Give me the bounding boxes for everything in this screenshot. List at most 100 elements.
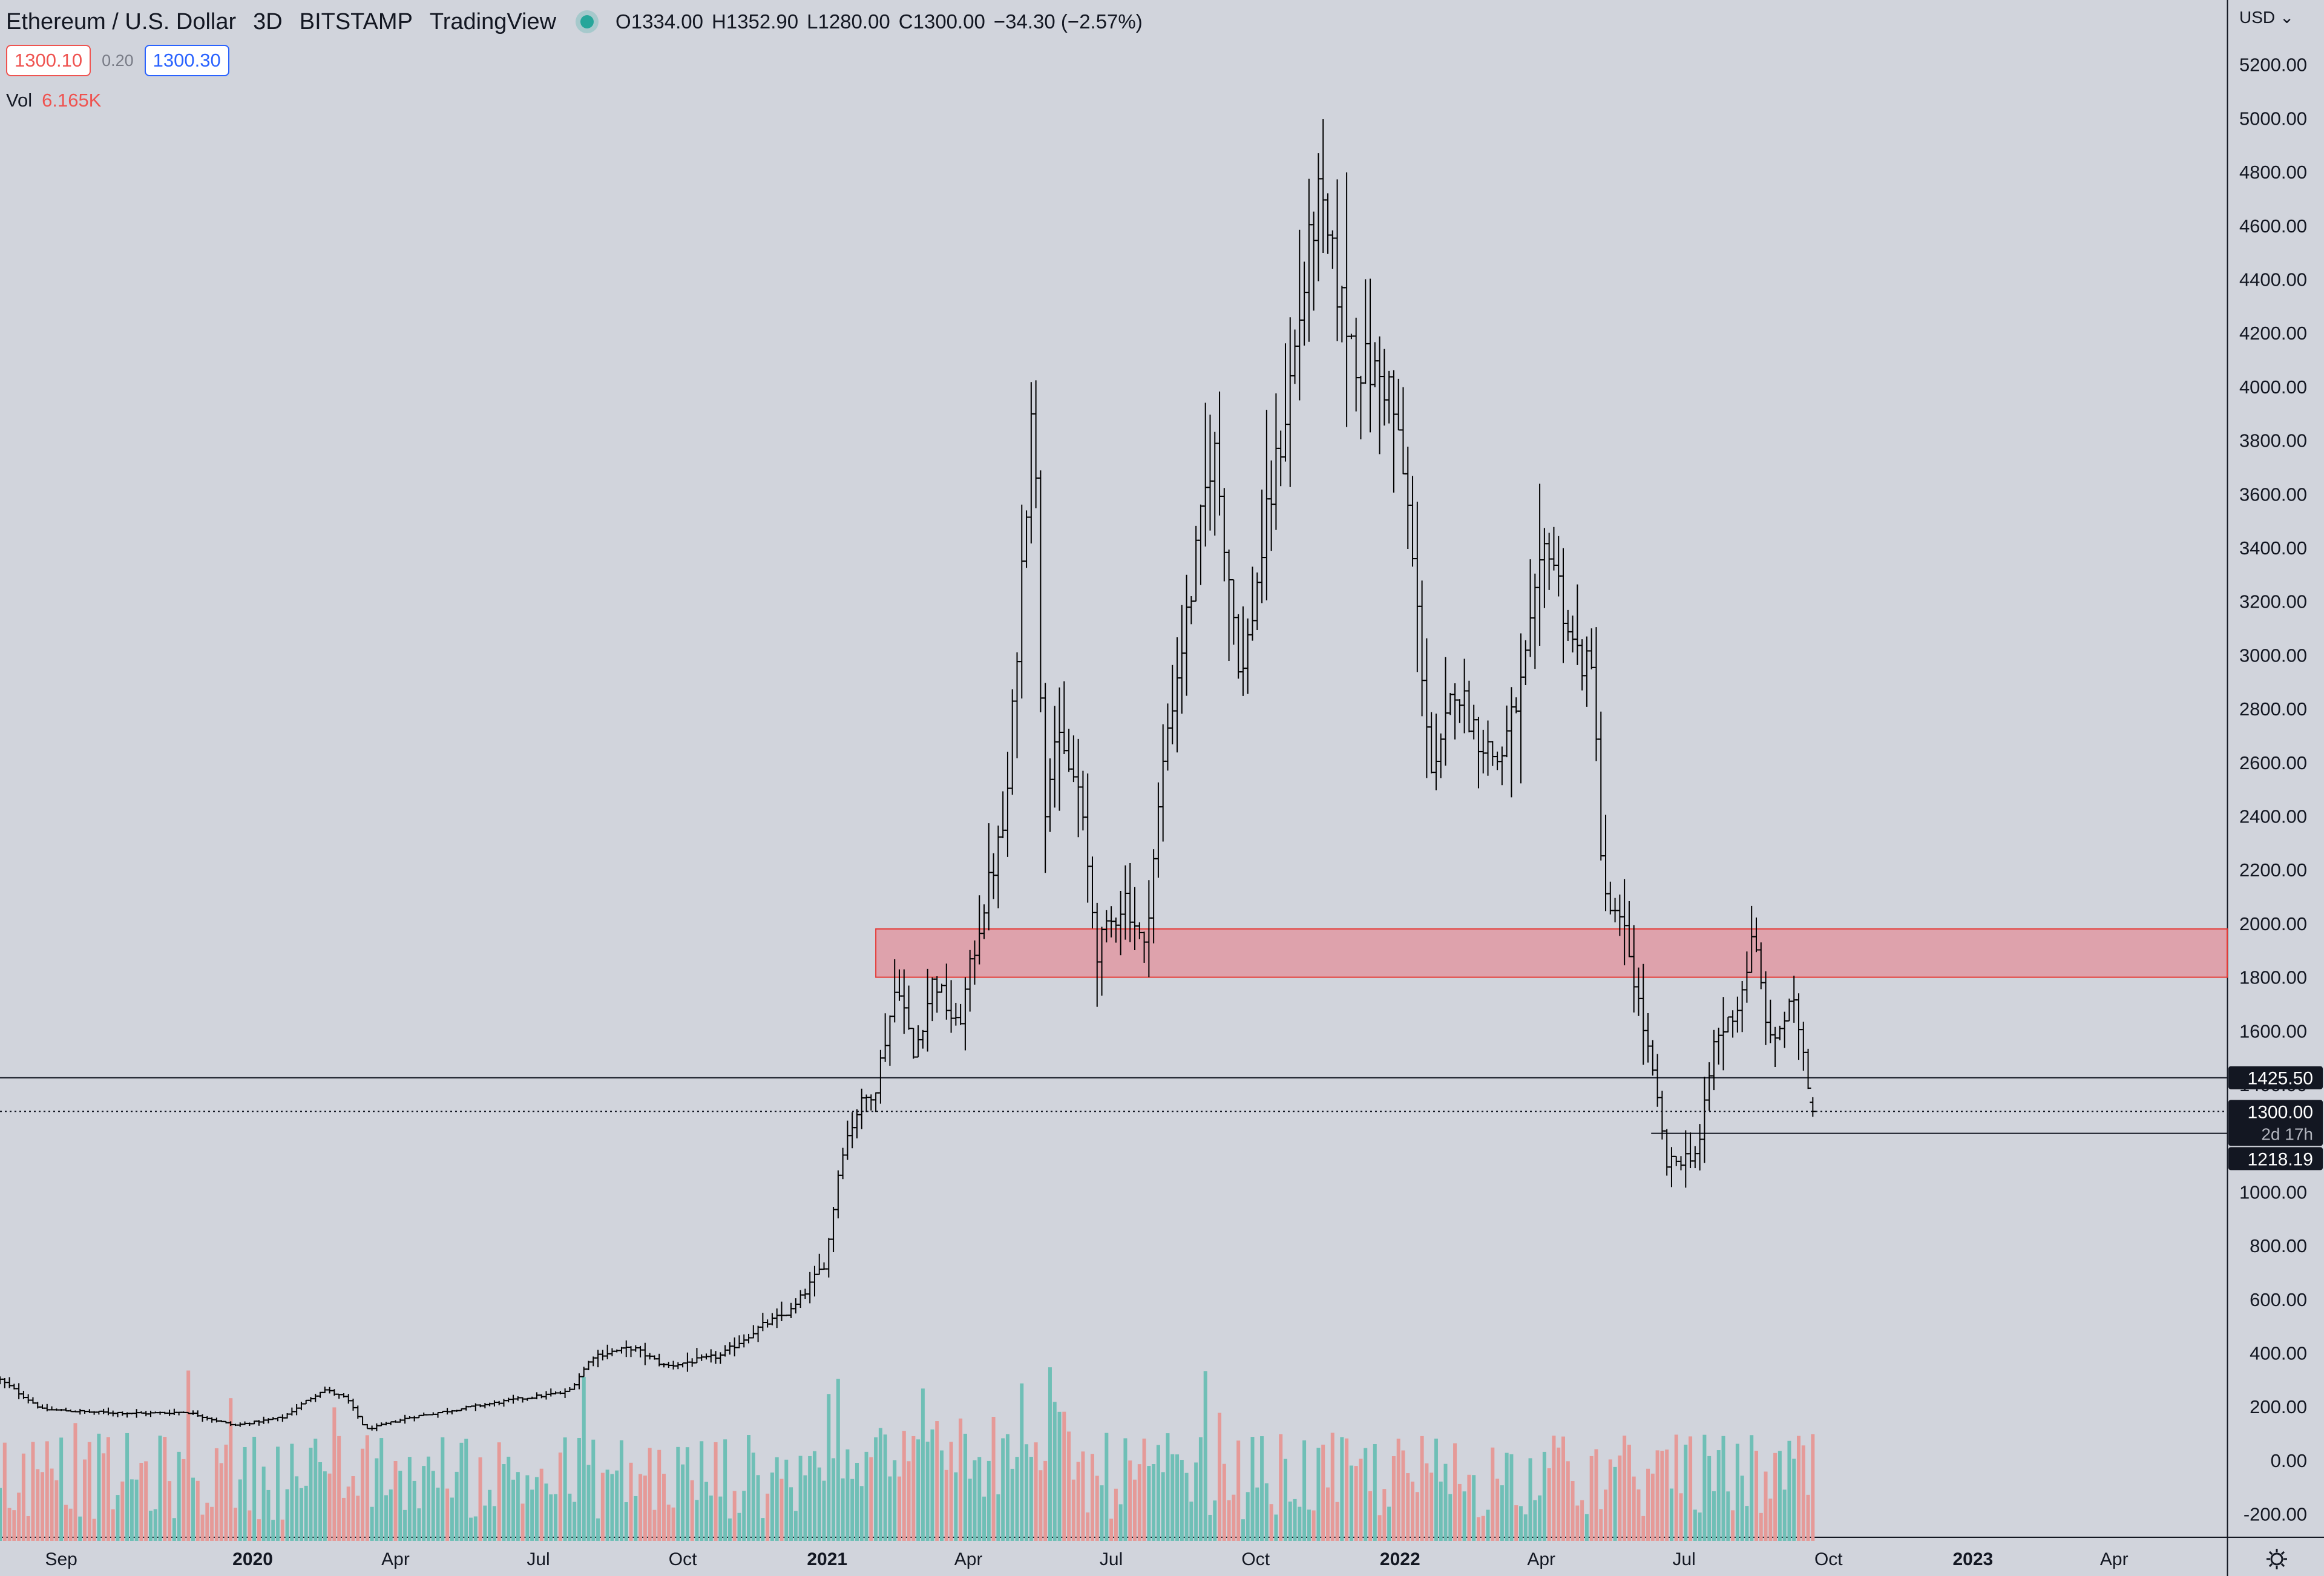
high-value: H1352.90 [712, 10, 799, 33]
ohlc-bar [816, 1253, 822, 1275]
volume-bar [1575, 1505, 1580, 1541]
volume-bar [1039, 1470, 1043, 1541]
ohlc-bar [1734, 996, 1741, 1033]
ohlc-bar [1762, 971, 1769, 1045]
volume-bar [134, 1479, 139, 1541]
ohlc-bar [373, 1423, 380, 1431]
ohlc-bar [255, 1420, 262, 1426]
gear-icon[interactable] [2267, 1549, 2287, 1569]
ohlc-bar [985, 823, 992, 931]
ohlc-bar [1725, 1016, 1732, 1033]
volume-bar [1194, 1462, 1198, 1541]
volume-bar [1401, 1450, 1405, 1541]
time-tick-label: 2023 [1952, 1549, 1993, 1569]
volume-bar [299, 1488, 303, 1541]
volume-bar [195, 1480, 200, 1541]
ohlc-bar [1089, 856, 1095, 928]
time-tick-label: Oct [669, 1549, 697, 1569]
ohlc-bar [660, 1363, 667, 1368]
ohlc-bar [741, 1334, 747, 1348]
volume-bar [742, 1491, 746, 1541]
volume-bar [1561, 1436, 1566, 1541]
volume-bar [1364, 1448, 1368, 1541]
ohlc-bar [1796, 993, 1802, 1060]
ohlc-bar [1226, 550, 1232, 662]
ohlc-bar [1249, 566, 1256, 641]
volume-bar [832, 1458, 836, 1541]
ohlc-bar [1489, 741, 1496, 766]
ohlc-bar [1329, 230, 1336, 269]
volume-bar [1142, 1438, 1146, 1541]
ohlc-bar [491, 1400, 497, 1407]
volume-bar [177, 1451, 181, 1541]
volume-bar [445, 1488, 450, 1541]
volume-bar [1669, 1488, 1673, 1541]
volume-bar [111, 1509, 115, 1541]
ohlc-bar [1452, 683, 1459, 740]
volume-bar [1698, 1512, 1702, 1541]
symbol-name[interactable]: Ethereum / U.S. Dollar [6, 8, 237, 34]
interval-label[interactable]: 3D [253, 8, 283, 34]
volume-bar [158, 1436, 162, 1541]
ohlc-bar [576, 1373, 582, 1390]
volume-bar [864, 1451, 868, 1541]
volume-bar [940, 1450, 944, 1541]
volume-bar [1731, 1510, 1735, 1541]
price-tick-label: 3600.00 [2239, 484, 2307, 505]
volume-bar [1382, 1489, 1387, 1541]
volume-bar [1133, 1479, 1137, 1541]
volume-bar [973, 1460, 977, 1541]
ohlc-bar [830, 1207, 837, 1253]
volume-bar [26, 1515, 30, 1541]
volume-bar [1086, 1512, 1090, 1541]
ohlc-bar [901, 969, 907, 1034]
volume-bar [836, 1379, 840, 1541]
volume-bar [624, 1502, 628, 1541]
volume-bar [761, 1518, 765, 1541]
volume-bar [191, 1477, 195, 1541]
volume-bar [1198, 1437, 1203, 1541]
ohlc-bar [1037, 470, 1044, 712]
volume-bar [968, 1479, 972, 1541]
line-price-label: 1425.50 [2248, 1069, 2313, 1089]
volume-bar [1335, 1502, 1339, 1541]
market-status-icon [580, 15, 594, 28]
volume-bar [1557, 1447, 1561, 1541]
ohlc-bar [1527, 559, 1534, 657]
price-tick-label: 1600.00 [2239, 1020, 2307, 1042]
volume-bar [285, 1489, 289, 1541]
volume-bar [361, 1448, 365, 1541]
symbol-legend: Ethereum / U.S. Dollar 3D BITSTAMP Tradi… [6, 5, 1151, 39]
sell-price-button[interactable]: 1300.10 [6, 45, 91, 76]
volume-bar [1533, 1500, 1537, 1541]
ohlc-bar [1263, 410, 1270, 600]
ohlc-bar [1386, 370, 1393, 424]
volume-bar [520, 1503, 525, 1541]
volume-bar [464, 1439, 468, 1541]
current-price-label-bg [2228, 1100, 2323, 1146]
volume-bar [469, 1517, 473, 1541]
volume-bar [1161, 1472, 1165, 1541]
volume-bar [996, 1494, 1000, 1541]
volume-bar [1396, 1439, 1400, 1541]
volume-bar [1589, 1456, 1594, 1541]
volume-bar [1425, 1463, 1429, 1541]
volume-bar [1552, 1436, 1556, 1541]
volume-bar [346, 1486, 350, 1541]
volume-bar [530, 1489, 534, 1541]
currency-label[interactable]: USD ⌄ [2239, 8, 2294, 27]
ohlc-bar [1522, 640, 1529, 686]
volume-bar [21, 1453, 25, 1541]
volume-bar [365, 1435, 369, 1541]
volume-bar [1274, 1514, 1278, 1541]
buy-price-button[interactable]: 1300.30 [144, 45, 229, 76]
volume-bar [1293, 1499, 1297, 1541]
price-tick-label: 5000.00 [2239, 108, 2307, 129]
volume-bar [1716, 1450, 1721, 1541]
volume-bar [935, 1421, 939, 1541]
volume-bar [389, 1489, 393, 1541]
ohlc-bar [1541, 528, 1548, 608]
ohlc-bar [1517, 633, 1524, 784]
